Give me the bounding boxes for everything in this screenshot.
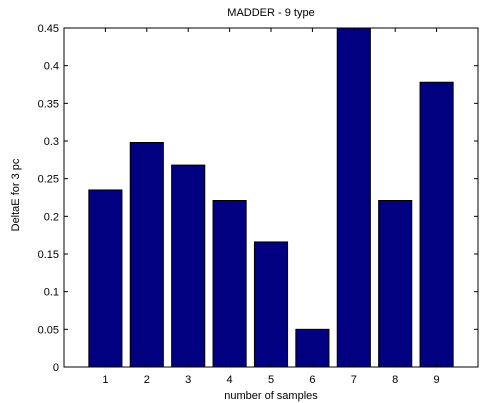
x-axis-label: number of samples [224, 390, 318, 402]
x-tick-label: 4 [227, 374, 233, 386]
y-tick-label: 0.25 [38, 174, 59, 186]
y-tick-label: 0.1 [44, 287, 59, 299]
x-tick-label: 2 [144, 374, 150, 386]
y-tick-label: 0.2 [44, 211, 59, 223]
bar-8 [378, 200, 413, 368]
bar-7 [336, 27, 371, 368]
y-tick-label: 0.45 [38, 23, 59, 35]
y-tick-label: 0.15 [38, 249, 59, 261]
y-tick-label: 0.05 [38, 324, 59, 336]
bar-3 [171, 164, 206, 368]
bar-9 [419, 81, 454, 368]
bar-5 [253, 241, 289, 368]
x-tick-label: 7 [351, 374, 357, 386]
y-tick-label: 0.4 [44, 61, 59, 73]
bar-1 [88, 189, 123, 368]
x-tick-label: 9 [434, 374, 440, 386]
chart-title: MADDER - 9 type [227, 7, 314, 19]
x-tick-label: 1 [102, 374, 108, 386]
x-tick-label: 3 [185, 374, 191, 386]
bars-group [88, 27, 454, 368]
y-tick-label: 0.3 [44, 136, 59, 148]
bar-6 [295, 328, 330, 368]
plot-area-frame [63, 27, 479, 368]
x-tick-label: 6 [309, 374, 315, 386]
y-tick-label: 0.35 [38, 98, 59, 110]
y-tick-label: 0 [53, 362, 59, 374]
x-tick-label: 8 [392, 374, 398, 386]
x-tick-label: 5 [268, 374, 274, 386]
bar-4 [212, 200, 247, 368]
bar-2 [129, 142, 164, 368]
y-axis-label: DeltaE for 3 pc [10, 158, 22, 231]
